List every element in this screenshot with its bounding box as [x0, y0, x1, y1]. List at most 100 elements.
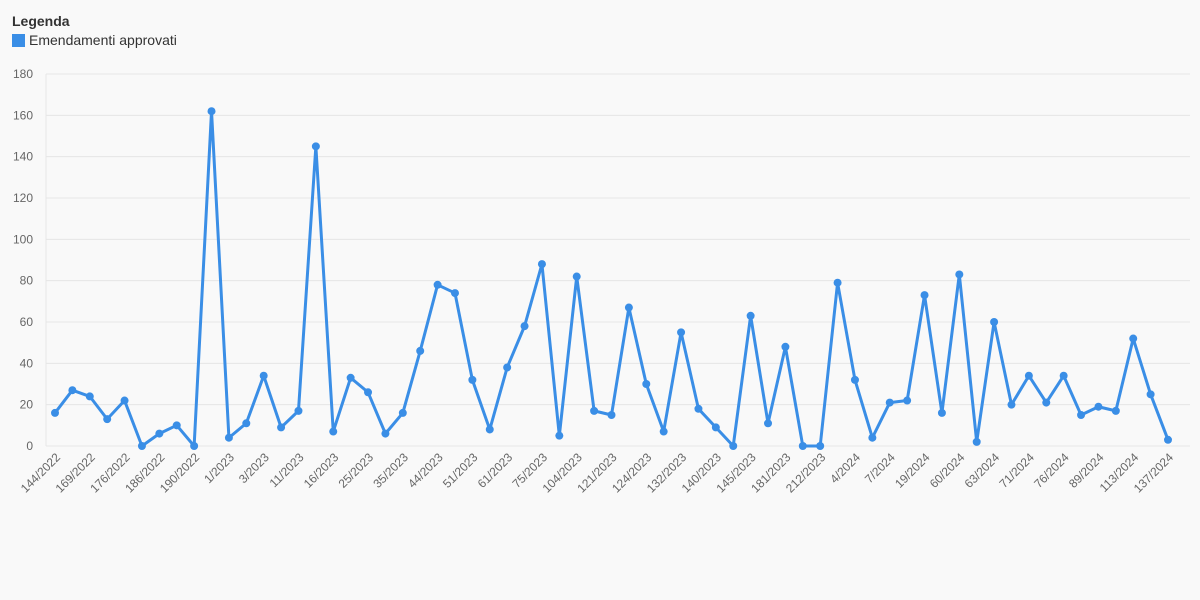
- y-tick-label-180: 180: [13, 67, 33, 81]
- y-tick-label-80: 80: [20, 274, 34, 288]
- data-point: [816, 442, 825, 450]
- y-tick-label-0: 0: [26, 439, 33, 453]
- data-point: [868, 433, 877, 442]
- series-emendamenti-approvati: [51, 107, 1172, 450]
- data-point: [433, 280, 442, 289]
- legend-label: Emendamenti approvati: [29, 32, 177, 48]
- data-point: [68, 386, 77, 395]
- legend-item-emendamenti[interactable]: Emendamenti approvati: [12, 32, 177, 48]
- data-point: [1042, 398, 1051, 407]
- data-point: [485, 425, 494, 434]
- data-point: [711, 423, 720, 432]
- data-point: [1077, 411, 1086, 419]
- series-line: [53, 109, 1170, 448]
- x-tick-label: 1/2023: [201, 450, 237, 486]
- data-point: [155, 429, 164, 438]
- data-point: [207, 107, 216, 116]
- data-point: [1164, 435, 1172, 444]
- data-point: [1059, 371, 1068, 380]
- data-point: [729, 442, 738, 450]
- data-point: [450, 289, 459, 298]
- data-point: [764, 419, 773, 428]
- data-point: [277, 423, 286, 432]
- legend-swatch: [12, 33, 25, 47]
- x-tick-label: 76/2024: [1031, 450, 1072, 491]
- y-tick-label-140: 140: [13, 150, 33, 164]
- data-point: [1146, 390, 1155, 399]
- data-point: [990, 318, 999, 326]
- x-tick-label: 11/2023: [267, 450, 307, 490]
- data-point: [1007, 400, 1016, 409]
- x-tick-label: 51/2023: [440, 450, 481, 491]
- y-tick-label-40: 40: [20, 356, 34, 370]
- data-point: [781, 342, 790, 351]
- data-point: [242, 419, 251, 428]
- legend: Legenda Emendamenti approvati: [12, 12, 177, 48]
- data-point: [677, 328, 686, 337]
- y-tick-label-20: 20: [20, 398, 34, 412]
- data-point: [607, 411, 616, 419]
- data-point: [294, 406, 303, 415]
- legend-title: Legenda: [12, 13, 70, 29]
- x-tick-label: 19/2024: [892, 450, 933, 491]
- y-tick-label-60: 60: [20, 315, 34, 329]
- data-point: [103, 415, 112, 424]
- data-point: [364, 388, 373, 397]
- data-point: [937, 408, 946, 417]
- data-point: [311, 142, 320, 151]
- data-point: [972, 437, 981, 446]
- grid-lines: [45, 73, 1190, 447]
- data-point: [190, 442, 199, 450]
- data-point: [798, 442, 807, 450]
- data-point: [642, 380, 651, 388]
- x-tick-label: 71/2024: [996, 450, 1037, 491]
- data-point: [1129, 334, 1138, 343]
- data-point: [850, 375, 859, 384]
- data-point: [624, 303, 633, 312]
- y-tick-label-120: 120: [13, 191, 33, 205]
- x-tick-label: 60/2024: [927, 450, 968, 491]
- data-point: [503, 363, 512, 372]
- data-point: [137, 442, 146, 450]
- data-point: [537, 260, 546, 269]
- data-point: [1111, 406, 1120, 415]
- data-point: [224, 433, 233, 442]
- data-point: [659, 427, 668, 436]
- data-point: [920, 291, 929, 300]
- data-point: [468, 375, 477, 384]
- x-axis: 144/2022169/2022176/2022186/2022190/2022…: [18, 450, 1177, 496]
- x-tick-label: 61/2023: [475, 450, 516, 491]
- data-point: [120, 396, 129, 405]
- data-point: [381, 429, 390, 438]
- y-tick-label-100: 100: [13, 232, 33, 246]
- data-point: [885, 398, 894, 407]
- data-point: [955, 270, 964, 279]
- data-point: [85, 392, 94, 401]
- data-point: [259, 371, 268, 380]
- x-tick-label: 35/2023: [370, 450, 411, 491]
- data-point: [833, 278, 842, 287]
- x-tick-label: 44/2023: [405, 450, 446, 491]
- data-point: [903, 396, 912, 405]
- x-tick-label: 16/2023: [301, 450, 342, 491]
- x-tick-label: 25/2023: [336, 450, 377, 491]
- y-tick-label-160: 160: [13, 108, 33, 122]
- data-point: [520, 322, 529, 331]
- data-point: [555, 431, 564, 440]
- x-tick-label: 4/2024: [827, 450, 863, 486]
- data-point: [346, 373, 355, 382]
- data-point: [694, 404, 703, 413]
- data-point: [51, 408, 59, 417]
- data-point: [329, 427, 338, 436]
- data-point: [1094, 402, 1103, 411]
- data-point: [572, 272, 581, 281]
- data-point: [746, 311, 755, 320]
- data-point: [416, 346, 425, 355]
- x-tick-label: 63/2024: [962, 450, 1003, 491]
- data-point: [590, 406, 599, 415]
- data-point: [1024, 371, 1033, 380]
- data-point: [172, 421, 181, 430]
- data-point: [398, 408, 407, 417]
- y-axis: 0 20 40 60 80 100 120 140 160 180: [13, 67, 33, 453]
